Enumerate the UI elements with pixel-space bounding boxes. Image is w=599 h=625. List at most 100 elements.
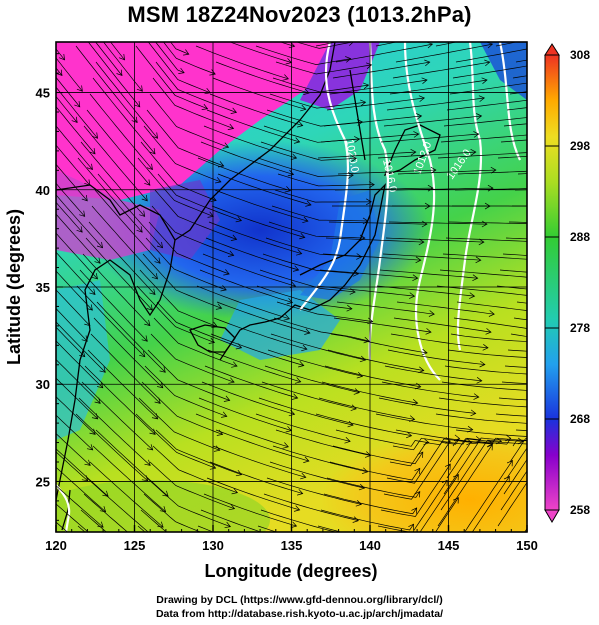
streamline [78,397,151,466]
x-axis: 120 125 130 135 140 145 150 [45,525,538,553]
streamline-arrow [86,304,93,311]
streamline [315,413,412,437]
streamline-arrow [409,292,416,299]
streamline [85,237,153,311]
streamline-arrow [144,459,151,466]
streamline [155,61,237,113]
y-tick-label: 35 [36,280,50,295]
streamline [383,115,482,127]
streamline [260,509,337,532]
streamline-arrow [87,583,93,589]
streamline-arrow [58,53,66,61]
streamline-arrow [213,445,221,452]
streamline [387,349,485,365]
streamline-arrow [589,7,595,13]
streamline [386,97,485,111]
streamline-arrow [201,103,209,110]
streamline [499,269,527,273]
streamline [335,429,429,447]
y-tick-label: 25 [36,474,50,489]
streamline-arrow [271,11,277,17]
streamline [92,77,156,155]
streamline [135,413,216,469]
streamline [419,474,459,532]
streamline-arrow [425,328,432,335]
streamline [502,253,527,256]
streamline [195,413,289,448]
streamline-arrow [183,49,190,56]
streamline-arrow [539,96,544,102]
streamline [141,381,223,435]
streamline-arrow [345,56,352,63]
streamline [87,42,141,108]
streamline [436,285,527,296]
streamline-arrow [470,409,477,417]
streamline [502,0,597,14]
streamline [163,42,216,75]
streamline-arrow [479,360,486,368]
streamline [217,173,312,206]
streamline-arrow [441,479,448,487]
streamline [216,301,311,334]
streamline [207,349,301,383]
streamline-arrow [344,437,351,444]
streamline [336,301,435,315]
streamline [445,237,527,242]
streamline-arrow [417,557,422,563]
streamline [439,269,527,278]
streamline [379,269,478,279]
streamline [496,285,527,290]
streamline-arrow [420,541,425,547]
pressure-contours [56,42,521,532]
streamline-arrow [452,497,459,504]
streamline-arrow [413,131,420,138]
streamline-arrow [351,20,357,26]
streamline-arrow [592,275,597,281]
x-tick-label: 130 [202,538,224,553]
streamline [335,43,433,63]
streamline-arrow [529,7,535,13]
streamline-arrow [531,404,536,410]
streamline [185,0,277,16]
streamline-arrow [71,116,78,124]
x-tick-label: 120 [45,538,67,553]
x-axis-label: Longitude (degrees) [204,561,377,581]
streamline [315,42,338,47]
streamline [382,253,481,261]
streamline [317,151,416,159]
streamline-arrow [79,351,86,358]
streamline [437,152,527,159]
streamline [83,125,148,202]
streamline-arrow [227,250,235,257]
streamline-arrow [532,275,537,281]
streamline-arrow [408,523,414,531]
streamline-arrow [156,241,164,249]
streamline-arrow [424,59,431,67]
streamline-arrow [350,404,357,411]
streamline-arrow [293,137,301,144]
streamline-arrow [91,132,99,139]
streamline [322,0,417,14]
streamline-arrow [290,153,298,160]
streamline-arrow [81,195,88,202]
streamline-arrow [283,314,290,321]
streamline [385,237,484,243]
streamline [18,526,93,589]
streamline-arrow [481,77,488,84]
streamline [95,429,169,497]
streamline-arrow [96,241,104,249]
streamline [56,448,109,497]
streamline-arrow [95,537,101,543]
streamline-arrow [94,397,101,404]
streamline-arrow [347,549,353,555]
streamline-arrow [538,372,543,378]
streamline [138,397,220,451]
streamline [497,155,527,159]
streamline [439,8,535,30]
streamline [277,173,375,187]
streamline-arrow [86,444,94,451]
streamline-arrow [505,434,512,442]
streamline-arrow [292,265,300,272]
streamline [56,106,96,155]
streamline [507,349,527,352]
